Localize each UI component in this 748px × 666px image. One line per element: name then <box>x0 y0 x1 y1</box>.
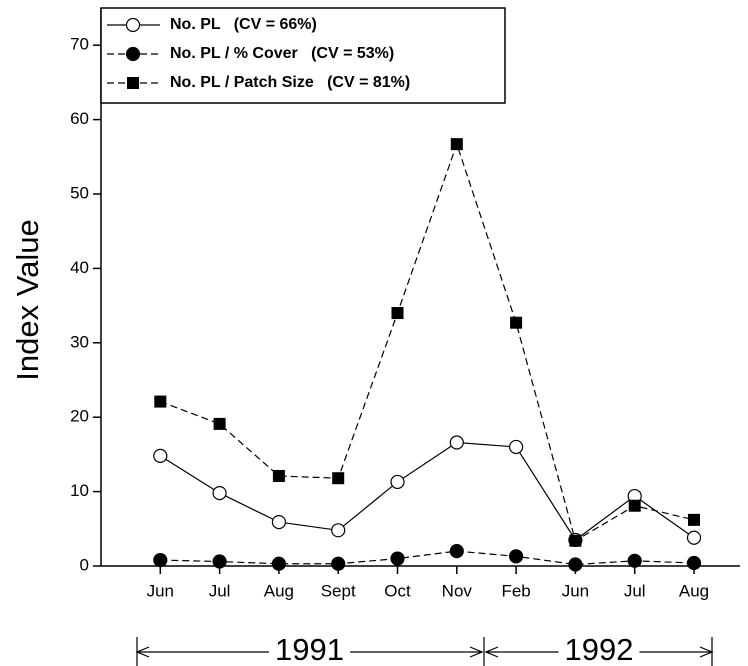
x-tick-label: Jun <box>147 581 174 600</box>
data-point <box>628 499 641 512</box>
data-point <box>212 554 227 569</box>
data-point <box>686 530 702 545</box>
data-point <box>688 513 700 526</box>
group-label: 1991 <box>275 632 344 666</box>
group-label: 1992 <box>565 632 634 666</box>
data-point <box>390 474 405 490</box>
x-tick-label: Jul <box>209 581 231 600</box>
y-tick-label: 20 <box>70 407 89 426</box>
data-point <box>212 485 227 501</box>
data-point <box>449 435 464 450</box>
data-point <box>569 534 582 547</box>
y-tick-label: 30 <box>70 332 89 351</box>
y-tick-label: 50 <box>70 183 89 202</box>
series-line <box>159 441 695 541</box>
data-point <box>627 553 642 568</box>
data-point <box>391 307 404 320</box>
legend-label: No. PL (CV = 66%) <box>170 16 317 33</box>
y-tick-label: 60 <box>70 109 89 128</box>
data-point <box>568 557 583 572</box>
group-label-bg <box>558 638 640 666</box>
data-point <box>331 523 346 538</box>
legend-label: No. PL / Patch Size (CV = 81%) <box>170 74 410 91</box>
data-point <box>450 138 463 151</box>
data-point <box>686 555 702 571</box>
x-tick-label: Nov <box>442 581 473 600</box>
x-tick-label: Jun <box>562 581 589 600</box>
series-line <box>160 550 695 566</box>
arrow-head <box>469 646 484 658</box>
arrow-head <box>135 646 150 658</box>
y-tick-label: 10 <box>70 481 89 500</box>
data-point <box>331 556 346 571</box>
data-point <box>271 515 286 530</box>
data-point <box>390 551 405 566</box>
x-tick-label: Sept <box>321 581 356 600</box>
data-point <box>508 439 524 455</box>
data-point <box>510 316 523 329</box>
x-tick-label: Feb <box>501 581 530 600</box>
x-tick-label: Oct <box>384 581 411 600</box>
data-point <box>332 472 345 485</box>
arrow-head <box>699 646 714 658</box>
data-point <box>508 549 524 564</box>
y-tick-label: 40 <box>70 258 89 277</box>
data-point <box>153 448 168 463</box>
data-point <box>153 552 168 568</box>
legend-marker <box>127 77 139 89</box>
data-point <box>154 395 167 408</box>
data-point <box>449 544 464 559</box>
legend-marker <box>125 17 141 33</box>
y-axis-label: Index Value <box>10 219 45 380</box>
y-tick-label: 70 <box>70 35 89 54</box>
data-point <box>213 417 226 430</box>
legend-label: No. PL / % Cover (CV = 53%) <box>170 45 394 62</box>
legend-marker <box>125 46 141 62</box>
y-tick-label: 0 <box>80 555 89 574</box>
group-label-bg <box>269 638 350 666</box>
x-tick-label: Aug <box>679 581 709 600</box>
x-tick-label: Jul <box>624 581 646 600</box>
data-point <box>272 469 285 482</box>
x-tick-label: Aug <box>264 581 294 600</box>
data-point <box>271 556 286 571</box>
arrow-head <box>484 646 499 658</box>
series-line <box>160 142 695 542</box>
legend-box <box>100 7 506 104</box>
